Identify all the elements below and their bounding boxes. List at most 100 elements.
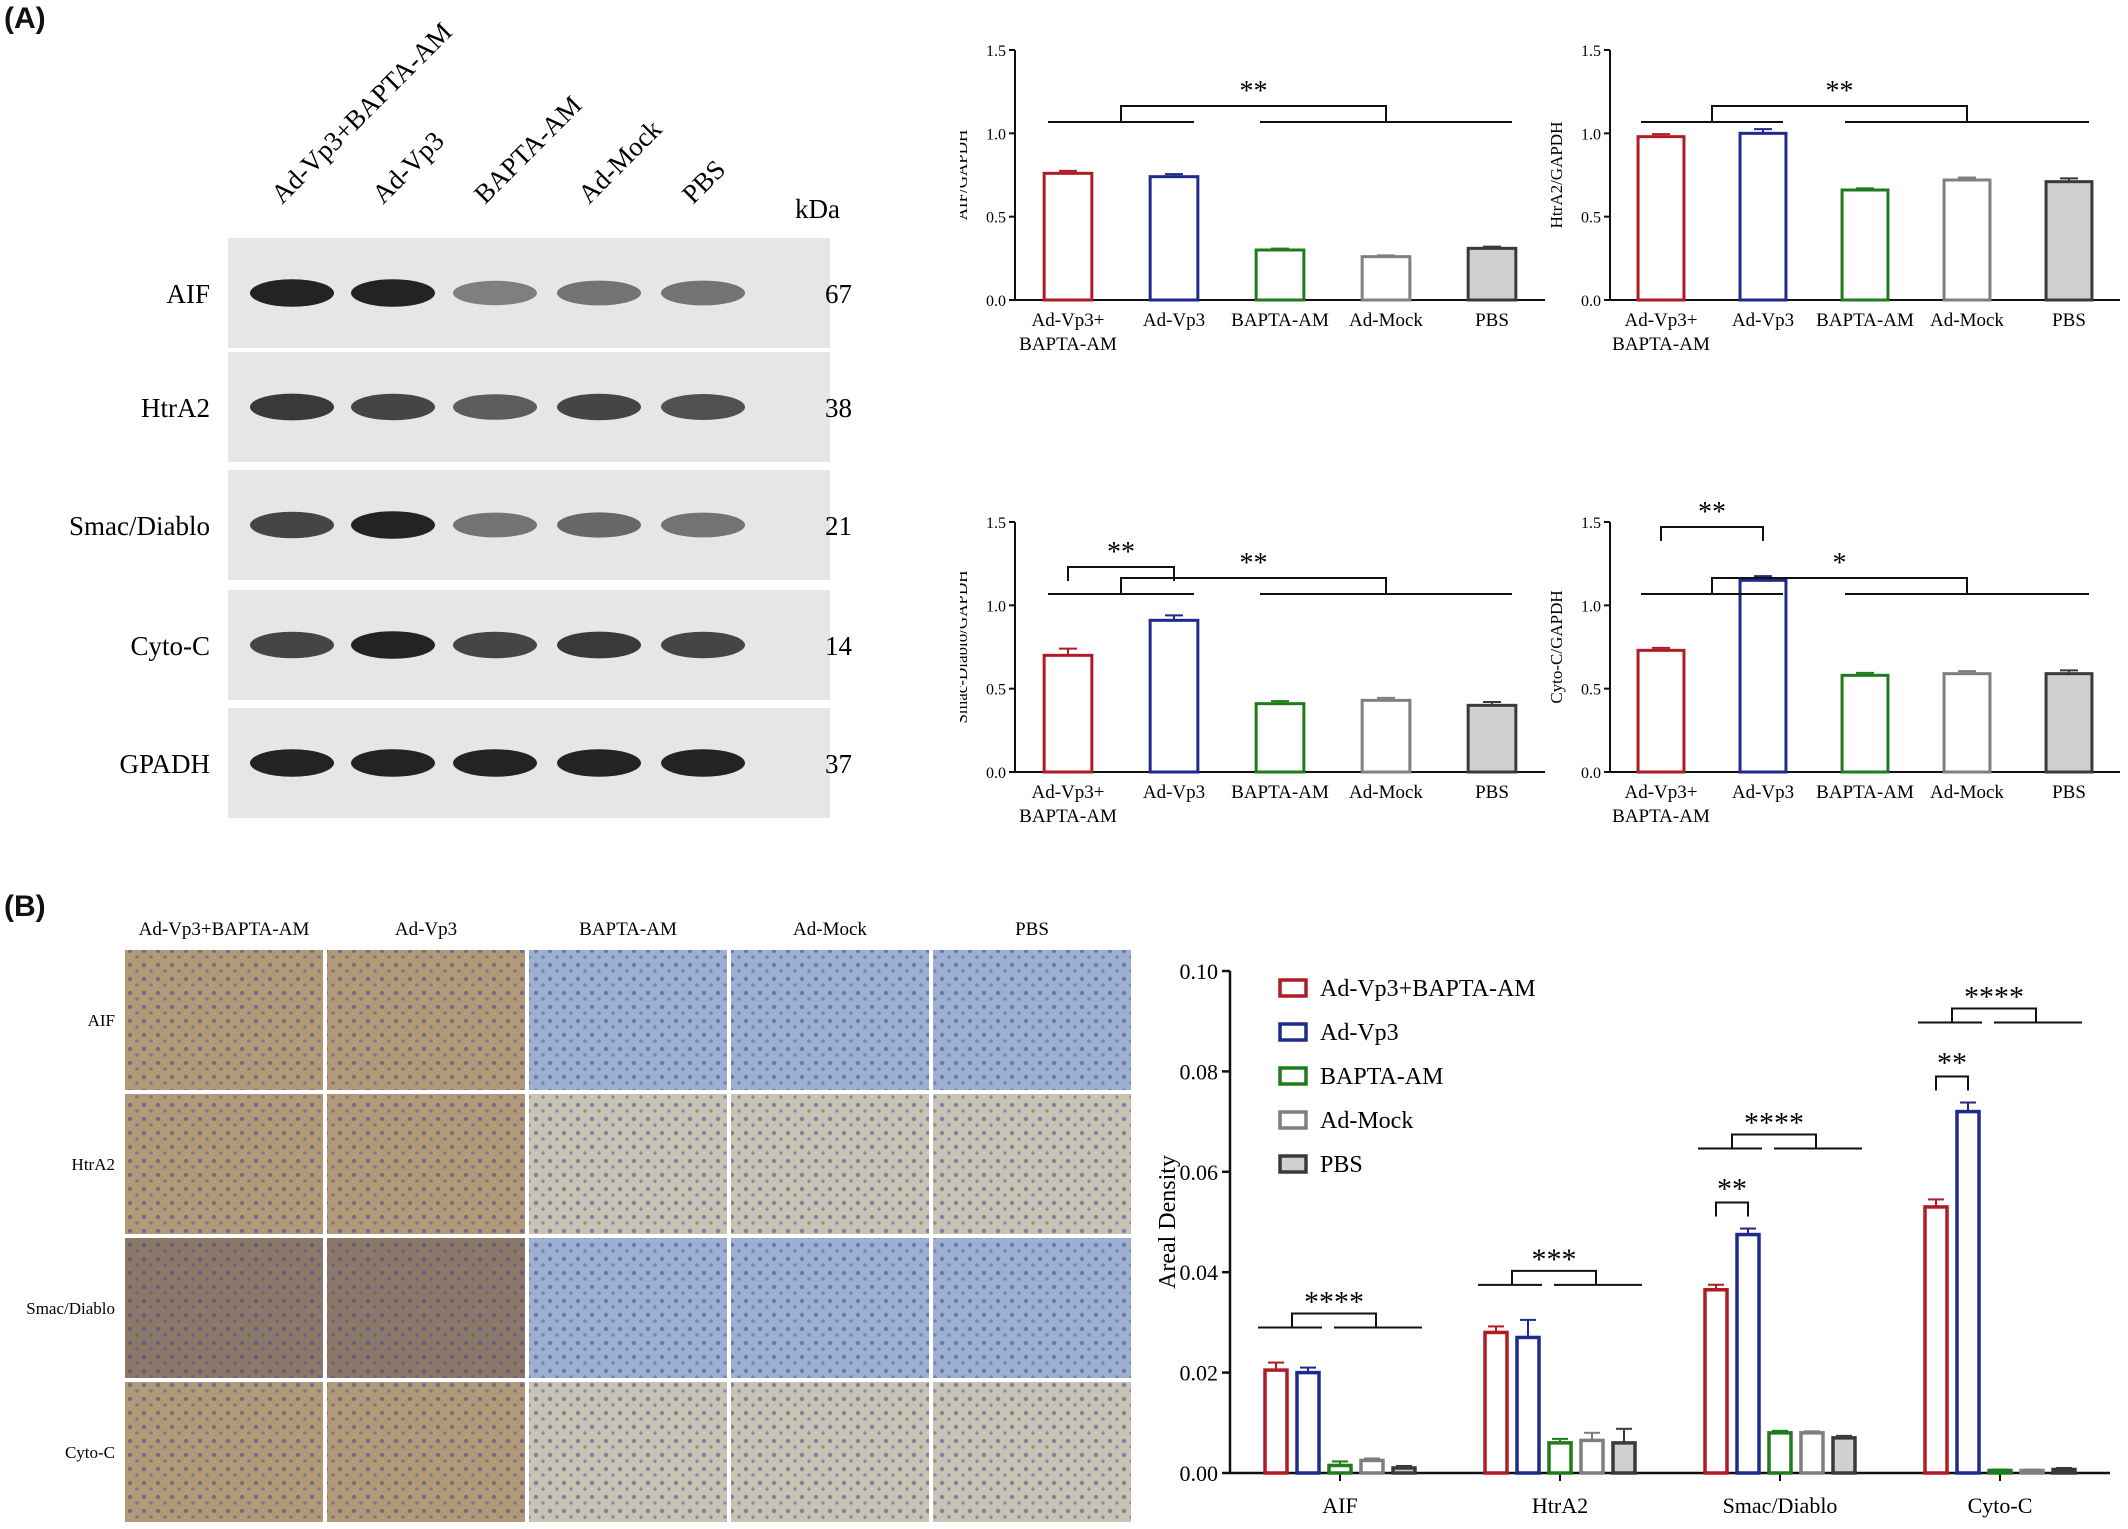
blot-band [661,631,745,659]
sig-stars: **** [1744,1107,1804,1140]
legend-swatch [1278,978,1308,998]
ihc-column-label: BAPTA-AM [579,919,677,940]
y-axis-label: Areal Density [1155,1155,1181,1289]
ihc-nuclei [529,1238,727,1378]
y-tick-label: 1.5 [986,515,1006,532]
sig-bracket [1511,1269,1597,1285]
y-tick-label: 0.06 [1180,1160,1219,1185]
bar [1738,131,1788,302]
ihc-row-label: Cyto-C [65,1443,115,1462]
x-tick-label: PBS [2052,310,2086,331]
y-tick-label: 0.10 [1180,960,1219,984]
bar [1611,1441,1637,1475]
sig-stars: * [1833,548,1847,579]
sig-bracket [1067,566,1175,581]
ihc-nuclei [731,1382,929,1522]
y-axis-label: HtrA2/GAPDH [1547,122,1566,229]
bar [1254,702,1306,774]
bar [1799,1431,1825,1475]
bar [2044,672,2094,774]
legend-swatch [1278,1110,1308,1130]
kda-value: 21 [825,511,852,541]
y-tick-label: 0.0 [986,765,1006,782]
ihc-nuclei [731,950,929,1090]
ihc-nuclei [933,950,1131,1090]
cyto-c-gapdh-chart: 0.0 0.5 1.0 1.5 Cyto-C/GAPDH Ad-Vp3+ BAPTA-AM A… [1547,497,2120,827]
sig-bracket [1120,577,1387,594]
legend-label: Ad-Mock [1320,1108,1413,1134]
blot-band [557,280,641,306]
sig-bracket [1291,1312,1377,1328]
sig-bracket [1711,105,1968,122]
ihc-nuclei [731,1238,929,1378]
y-tick-label: 0.00 [1180,1461,1219,1486]
y-tick-label: 0.5 [986,682,1006,699]
bar [1295,1370,1321,1475]
x-tick-label: BAPTA-AM [1231,310,1329,331]
ihc-nuclei [327,950,525,1090]
sig-stars: ** [1717,1173,1747,1206]
sig-stars: ** [1698,497,1726,528]
blot-band [453,394,537,420]
bar [1955,1109,1981,1475]
kda-label: kDa [795,194,840,224]
blot-band [661,749,745,777]
sig-bracket [1731,1133,1817,1149]
legend-swatch [1278,1066,1308,1086]
y-tick-label: 0.02 [1180,1361,1219,1386]
protein-label: HtrA2 [141,393,210,423]
y-tick-label: 0.0 [1581,765,1601,782]
x-tick-label: Ad-Vp3+ [1032,782,1105,803]
y-tick-label: 1.0 [1581,126,1601,143]
ihc-nuclei [731,1094,929,1234]
htra2-gapdh-chart: 0.0 0.5 1.0 1.5 HtrA2/GAPDH Ad-Vp3+ BAPTA-AM Ad… [1547,43,2120,355]
x-tick-label: BAPTA-AM [1816,310,1914,331]
bar [1636,648,1686,774]
ihc-row-label: HtrA2 [72,1155,115,1174]
ihc-nuclei [327,1238,525,1378]
protein-label: Smac/Diablo [69,511,210,541]
blot-band [557,512,641,538]
blot-band [453,631,537,659]
legend-label: Ad-Vp3 [1320,1020,1399,1046]
legend-swatch [1278,1154,1308,1174]
sig-bracket [1715,1201,1749,1217]
protein-label: AIF [166,279,210,309]
bar [1359,1458,1385,1475]
x-tick-label: Ad-Vp3 [1732,310,1794,331]
ihc-nuclei [125,1382,323,1522]
blot-band [661,394,745,420]
ihc-nuclei [327,1094,525,1234]
x-tick-label: Smac/Diablo [1723,1493,1838,1518]
sig-bracket [1951,1007,2037,1023]
legend-swatch [1278,1022,1308,1042]
blot-band [250,511,334,539]
x-tick-label: Ad-Vp3+ [1032,310,1105,331]
ihc-image-grid: Ad-Vp3+BAPTA-AM Ad-Vp3 BAPTA-AM Ad-Mock PBS A… [26,919,1131,1522]
bar [1767,1431,1793,1475]
blot-band [351,393,435,421]
blot-band [250,749,334,777]
areal-density-chart: 0.00 0.02 0.04 0.06 0.08 0.10 Areal Density AIF… [1155,960,2110,1518]
x-tick-label: HtrA2 [1532,1493,1588,1518]
bar [1042,653,1094,774]
bar [1148,618,1200,774]
bar [1515,1335,1541,1475]
y-tick-label: 0.08 [1180,1059,1219,1084]
blot-band [661,280,745,306]
sig-stars: ** [1937,1047,1967,1080]
blot-band [453,280,537,306]
legend-label: Ad-Vp3+BAPTA-AM [1320,976,1536,1002]
y-tick-label: 1.0 [1581,598,1601,615]
bar [1466,703,1518,774]
ihc-nuclei [933,1238,1131,1378]
kda-value: 38 [825,393,852,423]
sig-bracket [1120,105,1387,122]
bar [1148,175,1200,302]
ihc-column-label: Ad-Mock [793,919,867,940]
y-tick-label: 0.5 [1581,210,1601,227]
bar [1831,1436,1857,1475]
bar [1360,698,1412,774]
blot-band [250,631,334,659]
y-tick-label: 1.5 [1581,515,1601,532]
